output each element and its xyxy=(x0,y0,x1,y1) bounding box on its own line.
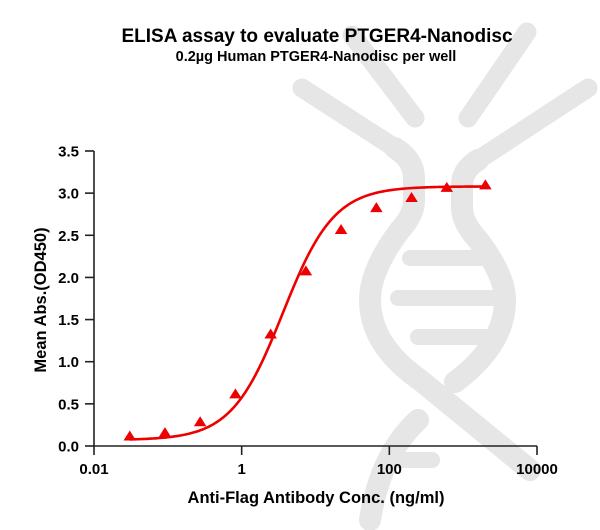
data-point-triangle xyxy=(479,179,492,190)
y-tick-label: 3.0 xyxy=(58,186,79,203)
data-point-triangle xyxy=(405,192,418,202)
x-tick-label: 100 xyxy=(377,461,402,478)
y-axis-title: Mean Abs.(OD450) xyxy=(32,227,50,372)
y-tick-label: 0.5 xyxy=(58,396,79,413)
x-tick-label: 1 xyxy=(237,461,245,478)
x-tick-label: 10000 xyxy=(516,461,558,478)
chart-subtitle: 0.2µg Human PTGER4-Nanodisc per well xyxy=(176,49,457,65)
data-point-triangle xyxy=(334,224,348,235)
data-point-triangle xyxy=(193,416,207,427)
data-point-triangle xyxy=(370,202,383,213)
y-tick-label: 2.0 xyxy=(58,270,79,287)
y-tick-label: 1.0 xyxy=(58,354,79,371)
data-point-triangle xyxy=(264,328,277,339)
fit-curve xyxy=(129,185,486,441)
data-point-triangle xyxy=(158,427,172,438)
y-tick-label: 2.5 xyxy=(58,228,79,245)
dna-helix-icon xyxy=(292,22,598,530)
data-points xyxy=(123,179,492,441)
data-point-triangle xyxy=(123,430,137,441)
data-point-triangle xyxy=(229,388,242,399)
data-point-triangle xyxy=(299,265,313,276)
y-axis: 0.0 0.5 1.0 1.5 2.0 2.5 3.0 3.5 xyxy=(58,144,95,456)
chart-title: ELISA assay to evaluate PTGER4-Nanodisc xyxy=(121,26,512,47)
x-tick-label: 0.01 xyxy=(79,461,108,478)
y-tick-label: 1.5 xyxy=(58,312,79,329)
y-tick-label: 3.5 xyxy=(58,144,79,161)
x-axis-title: Anti-Flag Antibody Conc. (ng/ml) xyxy=(188,489,445,507)
data-point-triangle xyxy=(440,181,454,192)
y-tick-label: 0.0 xyxy=(58,439,79,456)
x-axis: 0.01 1 100 10000 xyxy=(79,445,558,478)
